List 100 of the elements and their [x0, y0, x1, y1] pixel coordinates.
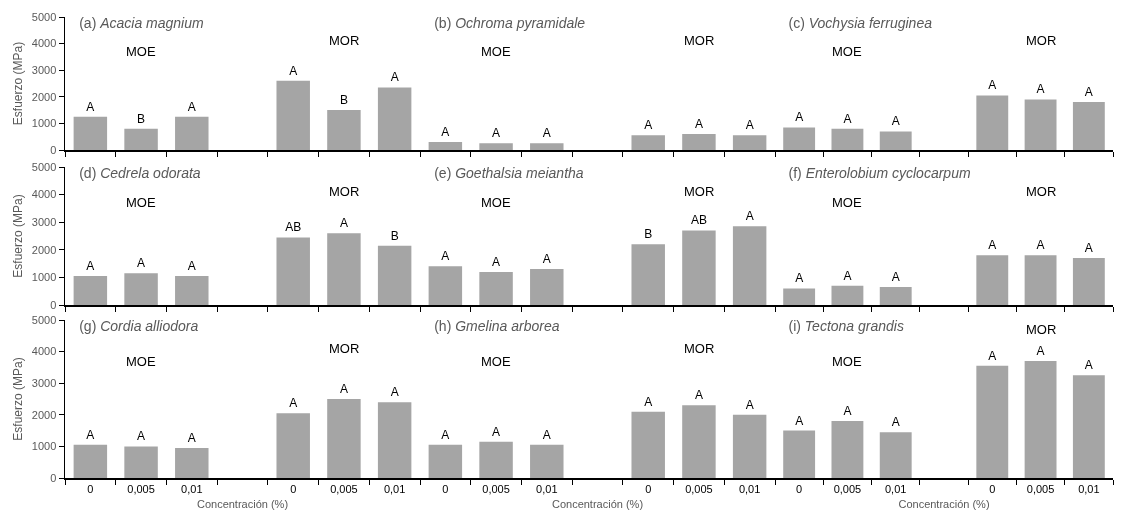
data-label: A: [137, 256, 146, 271]
data-label: A: [988, 348, 997, 363]
y-tick-label: 0: [50, 298, 57, 311]
chart-title: (g) Cordia alliodora: [79, 318, 199, 335]
bar: [1024, 255, 1057, 305]
chart-title: (a) Acacia magnium: [79, 15, 205, 32]
chart-title: (h) Gmelina arborea: [434, 318, 560, 335]
y-axis-title: Esfuerzo (MPa): [11, 41, 26, 126]
bar: [377, 87, 412, 150]
chart-title: (f) Enterolobium cyclocarpum: [788, 165, 971, 182]
x-tick-label: 0,01: [1078, 482, 1100, 495]
data-label: A: [390, 385, 399, 400]
y-tick-label: 2000: [31, 243, 57, 256]
data-label: A: [542, 427, 551, 442]
annotation: MOR: [684, 341, 715, 356]
data-label: A: [1036, 238, 1045, 253]
bar: [1072, 258, 1105, 305]
x-tick-label: 0,01: [738, 482, 761, 495]
bar: [124, 128, 158, 150]
annotation: MOE: [832, 354, 862, 369]
annotation: MOE: [126, 195, 156, 210]
bar: [73, 116, 108, 150]
bar: [530, 143, 564, 150]
data-label: A: [1084, 85, 1093, 100]
data-label: A: [745, 209, 754, 224]
data-label: A: [891, 270, 900, 285]
chart-title: (i) Tectona grandis: [788, 318, 904, 335]
x-tick-label: 0,01: [885, 482, 907, 495]
data-label: A: [694, 388, 703, 403]
annotation: MOR: [1026, 322, 1057, 337]
x-tick-label: 0,005: [127, 482, 155, 495]
bar: [124, 273, 158, 305]
data-label: A: [137, 429, 146, 444]
data-label: A: [289, 63, 298, 78]
x-tick-label: 0,01: [536, 482, 558, 495]
annotation: MOR: [1026, 33, 1057, 48]
bar: [428, 444, 463, 478]
x-tick-label: 0: [290, 482, 297, 495]
data-label: A: [86, 427, 95, 442]
y-tick-label: 4000: [31, 188, 57, 201]
x-axis-title: Concentración (%): [898, 497, 990, 510]
x-axis-title: Concentración (%): [196, 497, 289, 510]
data-label: A: [795, 110, 804, 125]
y-axis-title: Esfuerzo (MPa): [11, 357, 26, 441]
data-label: A: [187, 99, 196, 114]
x-tick-label: 0,01: [181, 482, 203, 495]
data-label: AB: [285, 220, 302, 235]
bar: [783, 430, 816, 478]
data-label: A: [745, 118, 754, 133]
data-label: A: [441, 249, 450, 264]
bar: [1072, 102, 1105, 150]
data-label: A: [86, 259, 95, 274]
x-tick-label: 0: [87, 482, 94, 495]
annotation: MOR: [1026, 184, 1057, 199]
bar: [327, 399, 361, 478]
data-label: A: [644, 394, 653, 409]
bar: [124, 446, 158, 478]
bar: [479, 271, 513, 305]
bar: [631, 244, 665, 305]
y-tick-label: 1000: [31, 117, 57, 130]
bar: [682, 134, 716, 150]
chart-title: (c) Vochysia ferruginea: [788, 15, 933, 32]
data-label: A: [745, 397, 754, 412]
y-tick-label: 5000: [31, 160, 57, 173]
annotation: MOR: [329, 184, 360, 199]
annotation: MOR: [329, 33, 360, 48]
data-label: A: [1084, 358, 1093, 373]
bar: [879, 432, 912, 478]
y-tick-label: 1000: [31, 271, 57, 284]
bar: [377, 245, 412, 305]
bar: [276, 80, 310, 150]
bar: [682, 405, 716, 478]
bar: [879, 131, 912, 150]
bar: [327, 110, 361, 150]
bar: [631, 411, 665, 478]
data-label: A: [187, 430, 196, 445]
bar: [428, 142, 463, 150]
x-tick-label: 0,005: [685, 482, 713, 495]
bar: [73, 276, 108, 305]
bar: [1072, 375, 1105, 478]
bar: [732, 135, 767, 150]
data-label: A: [441, 427, 450, 442]
data-label: A: [891, 415, 900, 430]
annotation: MOE: [832, 195, 862, 210]
bar: [783, 288, 816, 305]
bar: [1024, 361, 1057, 478]
data-label: A: [492, 424, 501, 439]
y-tick-label: 0: [50, 471, 57, 484]
bar: [783, 127, 816, 150]
annotation: MOR: [684, 33, 715, 48]
annotation: MOE: [126, 354, 156, 369]
data-label: B: [339, 93, 348, 108]
data-label: A: [1036, 344, 1045, 359]
y-tick-label: 3000: [31, 216, 57, 229]
annotation: MOE: [481, 195, 511, 210]
bar: [428, 266, 463, 305]
data-label: B: [644, 227, 653, 242]
y-tick-label: 4000: [31, 345, 57, 358]
bar: [175, 276, 209, 305]
chart-title: (d) Cedrela odorata: [79, 165, 201, 182]
